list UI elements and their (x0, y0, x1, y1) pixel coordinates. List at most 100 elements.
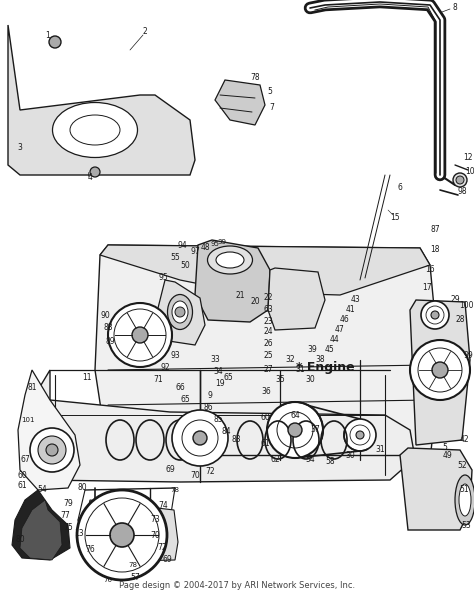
Text: 16: 16 (425, 265, 435, 275)
Polygon shape (18, 370, 80, 490)
Text: 7: 7 (270, 104, 274, 112)
Text: 38: 38 (315, 356, 325, 365)
Text: 37: 37 (310, 426, 320, 435)
Ellipse shape (459, 484, 471, 516)
Circle shape (288, 423, 302, 437)
Text: 85: 85 (213, 416, 223, 424)
Circle shape (356, 431, 364, 439)
Polygon shape (268, 268, 325, 330)
Text: 47: 47 (335, 326, 345, 334)
Text: 78: 78 (250, 73, 260, 82)
Polygon shape (20, 500, 62, 560)
Circle shape (344, 419, 376, 451)
Ellipse shape (53, 102, 137, 157)
Text: 19: 19 (215, 379, 225, 388)
Text: 22: 22 (263, 294, 273, 303)
Text: 90: 90 (100, 310, 110, 320)
Text: 83: 83 (231, 436, 241, 445)
Text: 32: 32 (285, 356, 295, 365)
Text: 93: 93 (170, 350, 180, 359)
Text: 17: 17 (422, 284, 432, 292)
Text: 88: 88 (103, 323, 113, 333)
Circle shape (175, 307, 185, 317)
Circle shape (77, 490, 167, 580)
Circle shape (38, 436, 66, 464)
Text: 78: 78 (128, 562, 137, 568)
Text: 46: 46 (340, 316, 350, 324)
Text: 61: 61 (17, 481, 27, 490)
Text: 94: 94 (177, 240, 187, 249)
Text: 41: 41 (345, 305, 355, 314)
Text: 34: 34 (213, 368, 223, 377)
Text: 13: 13 (74, 529, 84, 538)
Text: 79: 79 (63, 498, 73, 507)
Circle shape (172, 410, 228, 466)
Text: 69: 69 (165, 465, 175, 475)
Text: 33: 33 (210, 356, 220, 365)
Text: 70: 70 (190, 471, 200, 480)
Text: 1: 1 (46, 31, 50, 40)
Text: 76: 76 (103, 577, 112, 583)
Ellipse shape (216, 252, 244, 268)
Text: 12: 12 (463, 153, 473, 162)
Text: 39: 39 (218, 239, 227, 245)
Text: 65: 65 (223, 374, 233, 382)
Text: 26: 26 (263, 339, 273, 349)
Text: 30: 30 (345, 451, 355, 459)
Text: 20: 20 (250, 298, 260, 307)
Circle shape (267, 402, 323, 458)
Text: 52: 52 (457, 461, 467, 469)
Text: 9: 9 (208, 391, 212, 401)
Text: 58: 58 (325, 458, 335, 466)
Circle shape (110, 523, 134, 547)
Text: 75: 75 (63, 523, 73, 532)
Text: 98: 98 (457, 188, 467, 197)
Circle shape (132, 327, 148, 343)
Text: 27: 27 (263, 365, 273, 375)
Text: 25: 25 (263, 352, 273, 361)
Text: 49: 49 (443, 451, 453, 459)
Text: 64: 64 (290, 410, 300, 420)
Circle shape (90, 167, 100, 177)
Text: 6: 6 (398, 184, 402, 192)
Text: 43: 43 (351, 295, 361, 304)
Text: 42: 42 (459, 436, 469, 445)
Text: 11: 11 (82, 374, 92, 382)
Text: 67: 67 (20, 455, 30, 465)
Polygon shape (158, 280, 205, 345)
Text: 53: 53 (461, 520, 471, 529)
Text: 80: 80 (15, 536, 25, 545)
Text: 55: 55 (170, 253, 180, 262)
Text: 97: 97 (190, 247, 200, 256)
Text: 62: 62 (270, 455, 280, 465)
Text: 30: 30 (305, 375, 315, 384)
Circle shape (453, 173, 467, 187)
Text: 36: 36 (261, 388, 271, 397)
Text: 95: 95 (210, 241, 219, 247)
Text: 61: 61 (260, 439, 270, 448)
Text: 51: 51 (459, 485, 469, 494)
Text: 74: 74 (158, 500, 168, 510)
Text: 44: 44 (330, 336, 340, 345)
Ellipse shape (455, 475, 474, 525)
Text: 73: 73 (150, 516, 160, 525)
Ellipse shape (167, 294, 192, 330)
Circle shape (49, 36, 61, 48)
Ellipse shape (172, 301, 188, 323)
Text: 54: 54 (37, 485, 47, 494)
Text: 24: 24 (263, 327, 273, 336)
Text: Page design © 2004-2017 by ARI Network Services, Inc.: Page design © 2004-2017 by ARI Network S… (119, 581, 355, 590)
Circle shape (108, 303, 172, 367)
Text: 95: 95 (158, 274, 168, 282)
Text: 3: 3 (18, 143, 22, 153)
Text: 39: 39 (307, 346, 317, 355)
Polygon shape (215, 80, 265, 125)
Text: 80: 80 (77, 482, 87, 491)
Text: 60: 60 (260, 413, 270, 423)
Text: 57: 57 (130, 574, 140, 583)
Circle shape (30, 428, 74, 472)
Text: 18: 18 (430, 246, 440, 255)
Text: 2: 2 (143, 27, 147, 37)
Text: 23: 23 (263, 317, 273, 327)
Text: 5: 5 (443, 443, 447, 452)
